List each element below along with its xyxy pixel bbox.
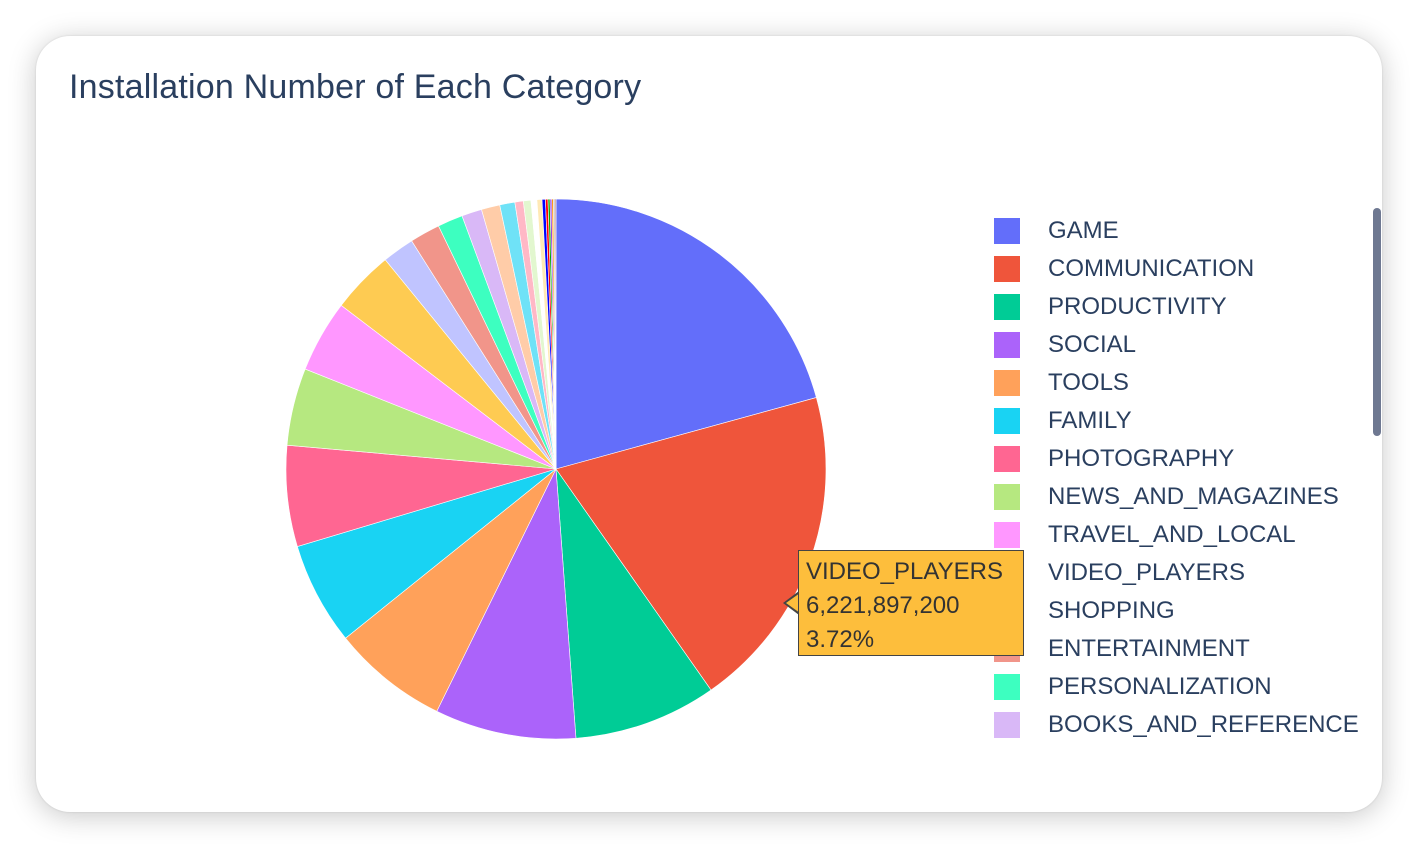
legend-item-communication[interactable]: COMMUNICATION [994,250,1374,288]
legend-swatch [994,522,1020,548]
pie-slice-social[interactable] [436,467,577,740]
legend-label: TRAVEL_AND_LOCAL [1048,521,1296,548]
legend-label: TOOLS [1048,369,1129,396]
legend: GAME COMMUNICATION PRODUCTIVITY SOCIAL TOOLS… [994,212,1374,752]
legend-swatch [994,446,1020,472]
legend-scrollbar[interactable] [1373,208,1381,436]
legend-item-books-and-reference[interactable]: BOOKS_AND_REFERENCE [994,706,1374,744]
legend-item-video-players[interactable]: VIDEO_PLAYERS [994,554,1374,592]
hover-tooltip: VIDEO_PLAYERS 6,221,897,200 3.72% [798,550,1024,656]
legend-item-family[interactable]: FAMILY [994,402,1374,440]
legend-item-personalization[interactable]: PERSONALIZATION [994,668,1374,706]
legend-item-news-and-magazines[interactable]: NEWS_AND_MAGAZINES [994,478,1374,516]
legend-item-photography[interactable]: PHOTOGRAPHY [994,440,1374,478]
legend-swatch [994,408,1020,434]
tooltip-value: 6,221,897,200 [806,592,960,619]
legend-swatch [994,674,1020,700]
legend-swatch [994,332,1020,358]
legend-item-social[interactable]: SOCIAL [994,326,1374,364]
pie-slice-tools[interactable] [345,468,557,712]
legend-label: PHOTOGRAPHY [1048,445,1235,472]
legend-item-travel-and-local[interactable]: TRAVEL_AND_LOCAL [994,516,1374,554]
legend-item-shopping[interactable]: SHOPPING [994,592,1374,630]
legend-label: FAMILY [1048,407,1132,434]
legend-swatch [994,484,1020,510]
pie-slice-productivity[interactable] [555,467,712,739]
legend-label: SOCIAL [1048,331,1137,358]
legend-item-game[interactable]: GAME [994,212,1374,250]
chart-title: Installation Number of Each Category [69,68,642,106]
tooltip-label: VIDEO_PLAYERS [806,558,1003,585]
legend-label: BOOKS_AND_REFERENCE [1048,711,1359,738]
legend-swatch [994,218,1020,244]
legend-swatch [994,256,1020,282]
legend-item-entertainment[interactable]: ENTERTAINMENT [994,630,1374,668]
legend-swatch [994,294,1020,320]
legend-label: ENTERTAINMENT [1048,635,1250,662]
legend-label: NEWS_AND_MAGAZINES [1048,483,1339,510]
pie-chart[interactable] [36,36,1382,812]
tooltip-pointer-fill [786,593,800,613]
legend-label: VIDEO_PLAYERS [1048,559,1245,586]
pie-slice-game[interactable] [555,198,817,470]
legend-swatch [994,370,1020,396]
legend-label: PERSONALIZATION [1048,673,1272,700]
pie-slice-minor-26[interactable] [554,198,557,470]
legend-label: SHOPPING [1048,597,1175,624]
legend-item-productivity[interactable]: PRODUCTIVITY [994,288,1374,326]
legend-label: PRODUCTIVITY [1048,293,1227,320]
tooltip-percent: 3.72% [806,626,875,653]
legend-item-tools[interactable]: TOOLS [994,364,1374,402]
legend-label: GAME [1048,217,1119,244]
legend-swatch [994,712,1020,738]
legend-label: COMMUNICATION [1048,255,1255,282]
chart-card: Installation Number of Each Category GAM… [36,36,1382,812]
